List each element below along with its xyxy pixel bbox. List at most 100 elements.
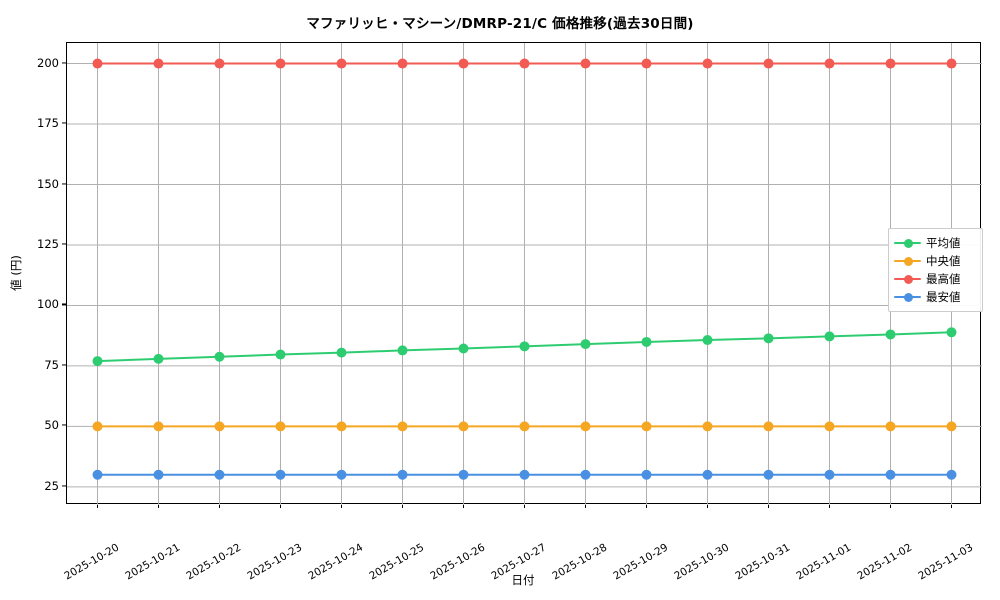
y-axis-tick-label: 50 — [44, 418, 59, 433]
data-point-marker[interactable] — [153, 58, 164, 69]
legend-marker-icon — [903, 238, 913, 248]
legend-label: 平均値 — [926, 236, 961, 250]
data-point-marker[interactable] — [946, 421, 957, 432]
legend-label: 最安値 — [926, 290, 961, 304]
data-point-marker[interactable] — [214, 351, 225, 362]
data-point-marker[interactable] — [946, 58, 957, 69]
data-point-marker[interactable] — [336, 347, 347, 358]
legend-item[interactable]: 最高値 — [894, 270, 975, 288]
y-axis-tick-label: 175 — [37, 116, 59, 131]
y-axis-tick-label: 150 — [37, 176, 59, 191]
data-point-marker[interactable] — [92, 58, 103, 69]
data-point-marker[interactable] — [519, 469, 530, 480]
legend-item[interactable]: 平均値 — [894, 234, 975, 252]
x-axis-tick-mark — [96, 504, 98, 508]
data-point-marker[interactable] — [946, 469, 957, 480]
y-axis-tick-label: 75 — [44, 357, 59, 372]
data-point-marker[interactable] — [397, 469, 408, 480]
x-axis-tick-mark — [767, 504, 769, 508]
legend-label: 中央値 — [926, 254, 961, 268]
data-point-marker[interactable] — [519, 421, 530, 432]
data-point-marker[interactable] — [92, 421, 103, 432]
x-axis-tick-mark — [889, 504, 891, 508]
data-series-layer — [92, 58, 957, 480]
data-point-marker[interactable] — [92, 469, 103, 480]
data-point-marker[interactable] — [885, 329, 896, 340]
x-axis-tick-mark — [157, 504, 159, 508]
plot-area — [66, 42, 982, 505]
data-point-marker[interactable] — [153, 421, 164, 432]
data-point-marker[interactable] — [153, 469, 164, 480]
data-point-marker[interactable] — [519, 341, 530, 352]
data-point-marker[interactable] — [397, 345, 408, 356]
chart-title: マファリッヒ・マシーン/DMRP-21/C 価格推移(過去30日間) — [306, 16, 694, 32]
data-point-marker[interactable] — [275, 469, 286, 480]
data-point-marker[interactable] — [214, 58, 225, 69]
data-point-marker[interactable] — [336, 58, 347, 69]
data-point-marker[interactable] — [458, 421, 469, 432]
data-point-marker[interactable] — [336, 421, 347, 432]
y-axis-tick-mark — [62, 62, 66, 64]
legend-color-swatch — [894, 290, 921, 304]
data-point-marker[interactable] — [763, 333, 774, 344]
data-point-marker[interactable] — [702, 335, 713, 346]
legend-color-swatch — [894, 236, 921, 250]
data-point-marker[interactable] — [397, 58, 408, 69]
data-point-marker[interactable] — [763, 421, 774, 432]
x-axis-tick-mark — [645, 504, 647, 508]
x-axis-tick-mark — [523, 504, 525, 508]
data-point-marker[interactable] — [214, 469, 225, 480]
data-point-marker[interactable] — [336, 469, 347, 480]
x-axis-tick-mark — [950, 504, 952, 508]
data-point-marker[interactable] — [824, 469, 835, 480]
data-point-marker[interactable] — [824, 331, 835, 342]
data-series — [92, 58, 957, 69]
data-point-marker[interactable] — [275, 349, 286, 360]
x-axis-tick-mark — [706, 504, 708, 508]
data-point-marker[interactable] — [580, 58, 591, 69]
x-axis-label: 日付 — [511, 573, 535, 587]
data-point-marker[interactable] — [824, 421, 835, 432]
data-point-marker[interactable] — [641, 336, 652, 347]
y-axis-tick-mark — [62, 303, 66, 305]
x-axis-tick-mark — [584, 504, 586, 508]
legend-item[interactable]: 中央値 — [894, 252, 975, 270]
data-point-marker[interactable] — [763, 469, 774, 480]
y-axis-tick-mark — [62, 485, 66, 487]
x-axis-tick-mark — [218, 504, 220, 508]
y-axis-tick-mark — [62, 424, 66, 426]
data-point-marker[interactable] — [824, 58, 835, 69]
legend-marker-icon — [903, 256, 913, 266]
data-point-marker[interactable] — [641, 469, 652, 480]
data-point-marker[interactable] — [458, 469, 469, 480]
data-series — [92, 469, 957, 480]
data-point-marker[interactable] — [153, 353, 164, 364]
data-point-marker[interactable] — [519, 58, 530, 69]
data-point-marker[interactable] — [885, 421, 896, 432]
data-point-marker[interactable] — [702, 58, 713, 69]
data-point-marker[interactable] — [458, 58, 469, 69]
data-point-marker[interactable] — [641, 58, 652, 69]
data-point-marker[interactable] — [580, 421, 591, 432]
data-point-marker[interactable] — [702, 421, 713, 432]
data-point-marker[interactable] — [397, 421, 408, 432]
x-axis-tick-mark — [279, 504, 281, 508]
data-point-marker[interactable] — [641, 421, 652, 432]
legend-marker-icon — [903, 292, 913, 302]
data-point-marker[interactable] — [763, 58, 774, 69]
data-point-marker[interactable] — [885, 469, 896, 480]
data-point-marker[interactable] — [580, 469, 591, 480]
data-point-marker[interactable] — [702, 469, 713, 480]
chart-legend: 平均値中央値最高値最安値 — [888, 228, 983, 312]
data-point-marker[interactable] — [946, 327, 957, 338]
data-point-marker[interactable] — [92, 356, 103, 367]
data-point-marker[interactable] — [214, 421, 225, 432]
data-point-marker[interactable] — [275, 421, 286, 432]
data-point-marker[interactable] — [885, 58, 896, 69]
data-point-marker[interactable] — [580, 339, 591, 350]
legend-marker-icon — [903, 274, 913, 284]
data-point-marker[interactable] — [275, 58, 286, 69]
data-point-marker[interactable] — [458, 343, 469, 354]
legend-item[interactable]: 最安値 — [894, 288, 975, 306]
